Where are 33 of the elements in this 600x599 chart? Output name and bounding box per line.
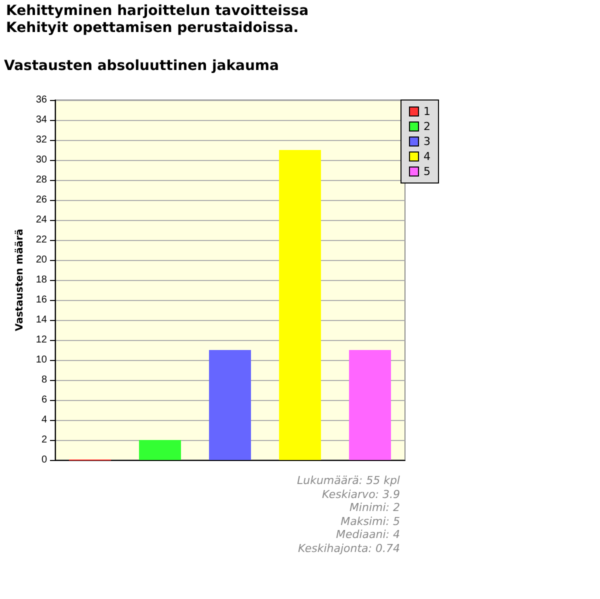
text: Mediaani: 4 xyxy=(334,528,400,542)
text: Minimi: 2 xyxy=(348,501,400,514)
legend-label: 2 xyxy=(424,120,430,133)
y-tick-label: 36 xyxy=(36,94,48,106)
text: Keskiarvo: 3.9 xyxy=(321,488,400,501)
y-axis-title: Vastausten määrä xyxy=(14,228,26,332)
y-tick-label: 0 xyxy=(41,454,48,466)
y-tick-label: 26 xyxy=(36,194,48,206)
y-tick-label: 30 xyxy=(36,154,48,166)
text: Maksimi: 5 xyxy=(340,514,400,528)
chart-title: Kehittyminen harjoittelun tavoitteissa Kehityit opettamisen perustaidoissa. xyxy=(6,3,309,37)
legend-label: 1 xyxy=(424,105,430,118)
y-tick-label: 4 xyxy=(41,414,48,426)
text: Lukumäärä: 55 kpl xyxy=(296,474,400,488)
text: Keskihajonta: 0.74 xyxy=(297,542,400,555)
y-tick-label: 20 xyxy=(36,254,48,266)
y-tick-label: 8 xyxy=(41,374,48,386)
y-tick-label: 14 xyxy=(36,314,48,326)
y-tick-label: 32 xyxy=(36,134,48,146)
y-tick-label: 16 xyxy=(36,294,48,306)
y-tick-label: 22 xyxy=(36,234,48,246)
y-tick-label: 12 xyxy=(36,334,48,346)
y-tick-label: 18 xyxy=(36,274,48,286)
y-tick-label: 24 xyxy=(36,214,48,226)
chart-subtitle: Vastausten absoluuttinen jakauma xyxy=(4,58,279,74)
legend-label: 5 xyxy=(424,165,430,178)
legend-label: 4 xyxy=(424,150,430,163)
y-tick-label: 10 xyxy=(36,354,48,366)
legend-label: 3 xyxy=(424,135,430,148)
y-tick-label: 2 xyxy=(41,434,48,446)
y-tick-label: 6 xyxy=(41,394,48,406)
y-tick-label: 34 xyxy=(36,114,48,126)
y-tick-label: 28 xyxy=(36,174,48,186)
